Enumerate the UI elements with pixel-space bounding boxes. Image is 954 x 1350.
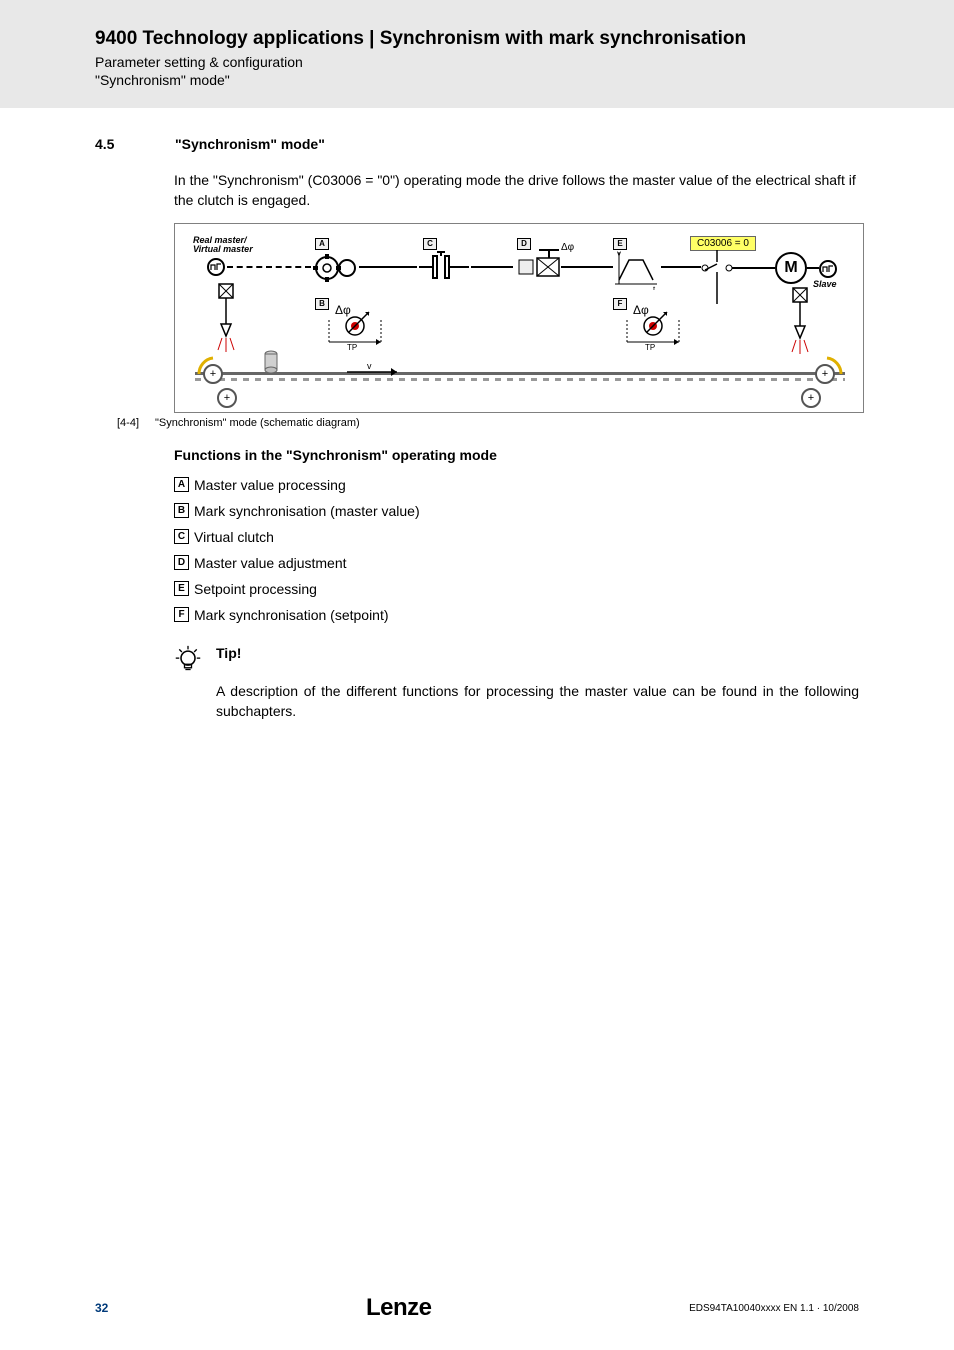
function-item: F Mark synchronisation (setpoint) [174,607,859,623]
diagram-motor-m: M [775,252,807,284]
diagram-product-icon [263,350,279,374]
tip-block: Tip! [174,645,859,673]
page-number: 32 [95,1301,108,1315]
caption-ref: [4-4] [117,417,139,429]
letter-box: D [174,555,189,570]
diagram-master-encoder-icon [207,258,225,276]
svg-text:TP: TP [645,343,655,352]
diagram-c03006-label: C03006 = 0 [690,236,756,251]
diagram-setpoint-icon: v t [613,246,661,290]
page-footer: 32 Lenze EDS94TA10040xxxx EN 1.1 · 10/20… [0,1294,954,1322]
diagram-real-master-label: Real master/Virtual master [193,236,253,256]
letter-box: E [174,581,189,596]
svg-text:Δφ: Δφ [335,303,351,317]
diagram-delta-phi-d: Δφ [561,242,574,253]
intro-paragraph: In the "Synchronism" (C03006 = "0") oper… [174,170,859,211]
function-item: B Mark synchronisation (master value) [174,503,859,519]
diagram-conveyor-top-line [195,372,845,375]
schematic-diagram: Real master/Virtual master A C D E B F C… [174,223,864,413]
function-item: A Master value processing [174,477,859,493]
letter-box: C [174,529,189,544]
diagram-clutch-icon [417,250,471,284]
diagram-connector [359,266,417,268]
diagram-box-a: A [315,238,329,250]
diagram-connector [661,266,701,268]
letter-box: A [174,477,189,492]
header-band: 9400 Technology applications | Synchroni… [0,0,954,108]
diagram-box-c: C [423,238,437,250]
letter-box: F [174,607,189,622]
svg-text:Δφ: Δφ [633,303,649,317]
function-text: Mark synchronisation (setpoint) [194,607,389,623]
doc-title: 9400 Technology applications | Synchroni… [95,28,914,50]
diagram-sensor-left [213,282,239,362]
section-heading-row: 4.5 "Synchronism" mode" [95,136,859,152]
function-item: C Virtual clutch [174,529,859,545]
doc-subtitle-1: Parameter setting & configuration [95,54,914,70]
function-item: E Setpoint processing [174,581,859,597]
svg-text:t: t [653,285,656,290]
tip-label: Tip! [216,645,241,661]
diagram-wrap-left [197,356,233,392]
diagram-connector [751,267,775,269]
function-text: Master value processing [194,477,346,493]
caption-text: "Synchronism" mode (schematic diagram) [155,417,360,429]
lenze-logo: Lenze [366,1294,432,1322]
diagram-wrap-right [807,356,843,392]
diagram-master-link [227,266,311,268]
function-text: Mark synchronisation (master value) [194,503,420,519]
lightbulb-icon [174,645,202,673]
diagram-slave-label: Slave [813,280,837,290]
section-number: 4.5 [95,136,135,152]
diagram-switch-icon [697,250,753,310]
svg-text:TP: TP [347,343,357,352]
svg-text:v: v [367,364,372,371]
figure-caption: [4-4] "Synchronism" mode (schematic diag… [117,417,859,429]
diagram-conveyor-bot-line [195,378,845,381]
content-area: 4.5 "Synchronism" mode" In the "Synchron… [0,108,954,721]
diagram-velocity-arrow: v [345,364,405,378]
functions-heading: Functions in the "Synchronism" operating… [174,447,859,463]
diagram-tp-f: Δφ TP [623,298,687,352]
letter-box: B [174,503,189,518]
function-text: Virtual clutch [194,529,274,545]
function-item: D Master value adjustment [174,555,859,571]
function-text: Master value adjustment [194,555,347,571]
diagram-sensor-right [787,286,813,362]
doc-subtitle-2: "Synchronism" mode" [95,72,914,88]
section-title: "Synchronism" mode" [175,136,325,152]
doc-reference: EDS94TA10040xxxx EN 1.1 · 10/2008 [689,1303,859,1314]
diagram-connector [807,267,819,269]
tip-text: A description of the different functions… [216,681,859,722]
diagram-tp-b: Δφ TP [325,298,389,352]
diagram-connector [471,266,513,268]
diagram-connector [561,266,613,268]
diagram-gearbox-icon [313,250,359,286]
diagram-adjust-icon [513,246,561,286]
diagram-slave-encoder-icon [819,260,837,278]
function-text: Setpoint processing [194,581,317,597]
